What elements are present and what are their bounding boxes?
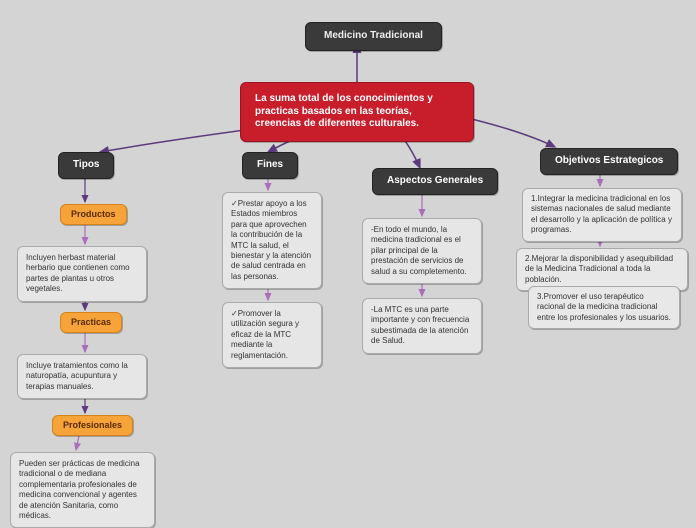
aspectos-item1: -En todo el mundo, la medicina tradicion…: [362, 218, 482, 284]
objetivos-item3: 3.Promover el uso terapéutico racional d…: [528, 286, 680, 329]
branch-aspectos: Aspectos Generales: [372, 168, 498, 195]
tipos-profesionales-desc: Pueden ser prácticas de medicina tradici…: [10, 452, 155, 528]
root-title: Medicino Tradicional: [305, 22, 442, 51]
aspectos-item2: -La MTC es una parte importante y con fr…: [362, 298, 482, 354]
tipos-productos: Productos: [60, 204, 127, 225]
objetivos-item1: 1.Integrar la medicina tradicional en lo…: [522, 188, 682, 242]
tipos-practicas: Practicas: [60, 312, 122, 333]
fines-item2: ✓Promover la utilización segura y eficaz…: [222, 302, 322, 368]
branch-objetivos: Objetivos Estrategicos: [540, 148, 678, 175]
objetivos-item2: 2.Mejorar la disponibilidad y asequibili…: [516, 248, 688, 291]
tipos-productos-desc: Incluyen herbast material herbario que c…: [17, 246, 147, 302]
tipos-profesionales: Profesionales: [52, 415, 133, 436]
branch-fines: Fines: [242, 152, 298, 179]
branch-tipos: Tipos: [58, 152, 114, 179]
tipos-practicas-desc: Incluye tratamientos como la naturopatía…: [17, 354, 147, 399]
fines-item1: ✓Prestar apoyo a los Estados miembros pa…: [222, 192, 322, 289]
definition-node: La suma total de los conocimientos y pra…: [240, 82, 474, 142]
